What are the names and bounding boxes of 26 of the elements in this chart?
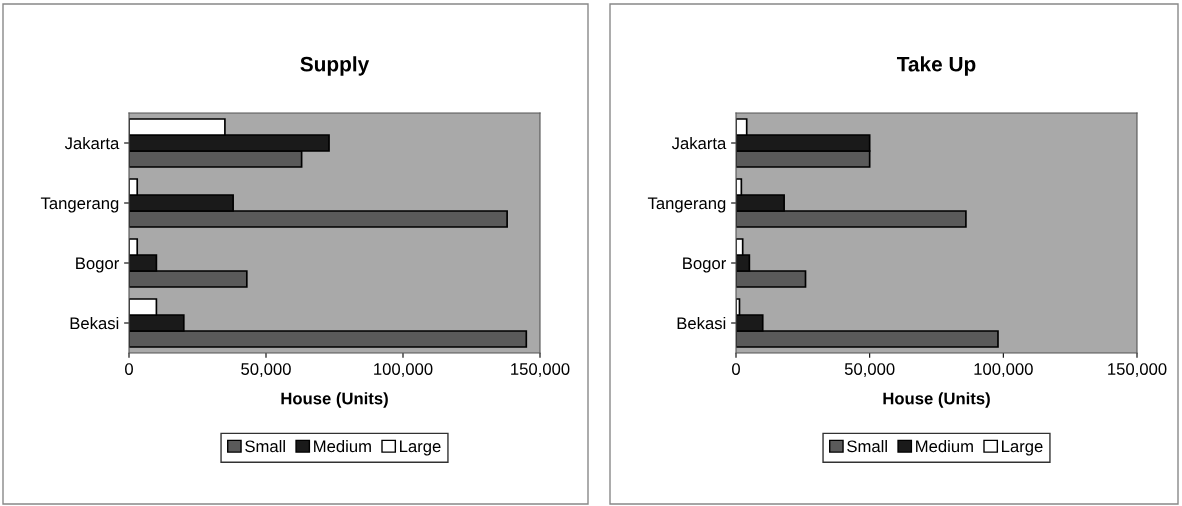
y-tick-label: Bekasi <box>677 316 726 330</box>
x-tick-label: 0 <box>125 363 133 375</box>
legend-label: Large <box>400 440 441 456</box>
x-axis-title: House (Units) <box>883 392 990 408</box>
y-tick-label: Jakarta <box>671 136 727 150</box>
x-tick-label: 50,000 <box>844 363 895 377</box>
legend-label: Medium <box>916 440 973 453</box>
x-tick-label: 150,000 <box>1108 363 1167 377</box>
y-tick-label: Jakarta <box>64 136 120 150</box>
legend-label: Small <box>245 440 285 453</box>
legend-label: Small <box>847 440 887 453</box>
x-axis-title: House (Units) <box>281 392 388 408</box>
y-tick-label: Bekasi <box>70 316 119 330</box>
x-tick-label: 100,000 <box>974 363 1033 377</box>
y-tick-label: Bogor <box>76 257 119 273</box>
y-tick-label: Tangerang <box>647 197 726 213</box>
x-tick-label: 50,000 <box>241 363 291 377</box>
y-tick-label: Bogor <box>683 257 726 273</box>
chart-title: Supply <box>300 56 370 76</box>
y-tick-label: Tangerang <box>40 197 119 213</box>
legend-label: Medium <box>314 440 371 453</box>
chart-title: Take Up <box>896 56 976 76</box>
x-tick-label: 100,000 <box>374 363 433 377</box>
x-tick-label: 150,000 <box>511 363 570 377</box>
legend-label: Large <box>1002 440 1043 456</box>
x-tick-label: 0 <box>732 363 740 375</box>
